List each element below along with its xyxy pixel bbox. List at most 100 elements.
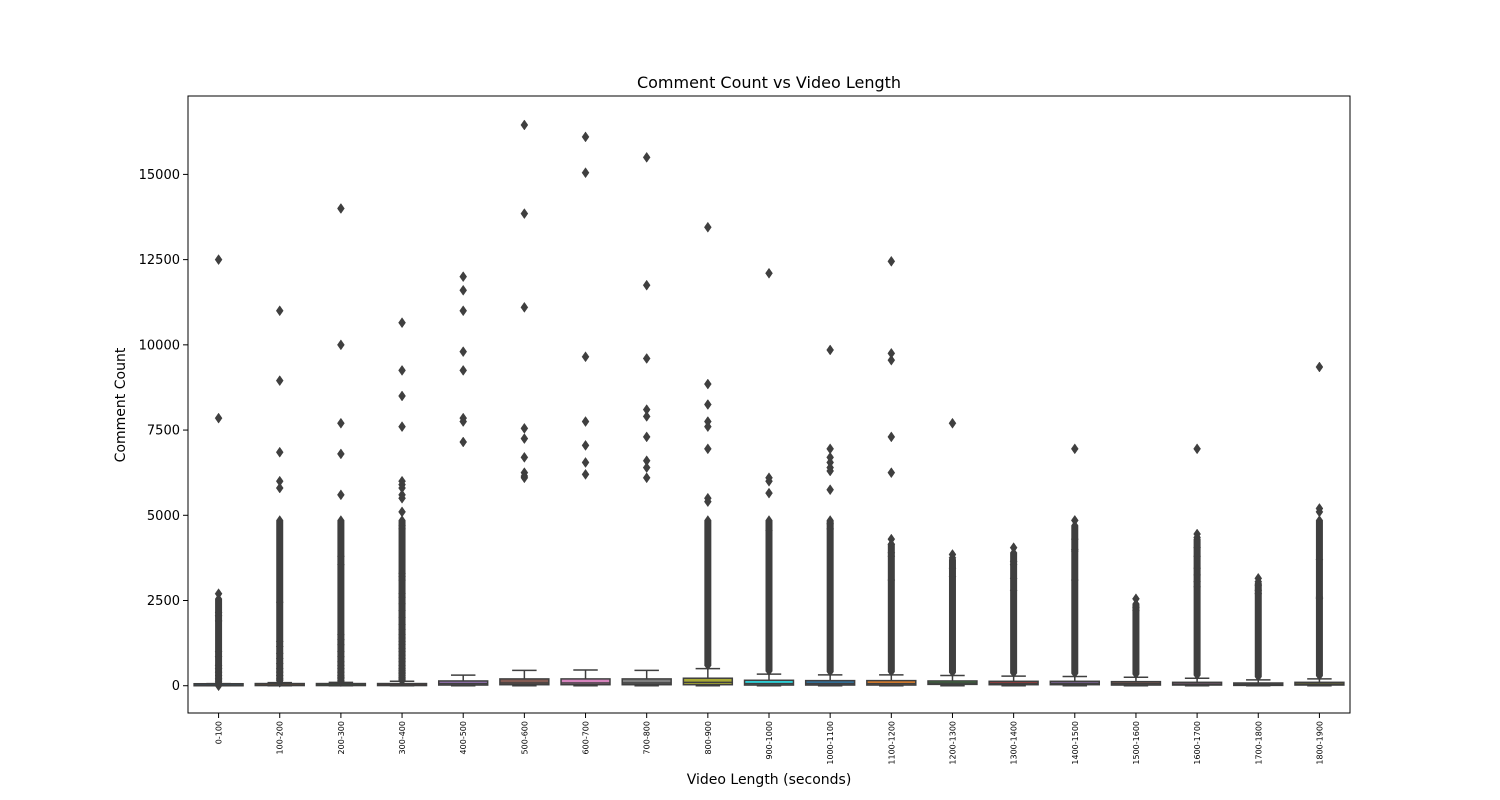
outlier-marker bbox=[337, 339, 345, 351]
box-iqr bbox=[682, 677, 734, 686]
outlier-marker bbox=[1070, 443, 1079, 455]
outlier-marker bbox=[459, 416, 468, 427]
outlier-marker bbox=[214, 412, 223, 424]
outlier-marker bbox=[642, 279, 651, 291]
x-tick-label: 0-100 bbox=[215, 721, 224, 744]
outlier-marker bbox=[765, 267, 773, 279]
outlier-marker bbox=[826, 484, 834, 496]
outlier-band bbox=[215, 593, 223, 686]
box-iqr bbox=[866, 679, 917, 686]
box-iqr bbox=[804, 679, 856, 686]
outlier-marker bbox=[887, 354, 896, 366]
outlier-marker bbox=[398, 317, 406, 329]
outlier-marker bbox=[581, 416, 590, 427]
plot-frame bbox=[187, 95, 1351, 714]
box-iqr bbox=[743, 679, 795, 686]
outlier-marker bbox=[581, 457, 590, 468]
x-tick-label: 100-200 bbox=[276, 721, 285, 754]
x-tick-label: 1700-1800 bbox=[1254, 721, 1263, 765]
outlier-band bbox=[1010, 547, 1018, 679]
outlier-marker bbox=[398, 492, 406, 504]
box-iqr bbox=[560, 678, 611, 686]
chart-title: Comment Count vs Video Length bbox=[637, 73, 901, 92]
outlier-marker bbox=[642, 431, 651, 443]
outlier-marker bbox=[948, 417, 957, 429]
outlier-band bbox=[1193, 534, 1201, 681]
y-tick-label: 0 bbox=[172, 679, 180, 694]
outlier-marker bbox=[459, 284, 468, 296]
x-tick-label: 1300-1400 bbox=[1010, 721, 1019, 765]
outlier-marker bbox=[275, 482, 284, 494]
outlier-marker bbox=[520, 472, 529, 484]
outlier-marker bbox=[398, 364, 406, 376]
outlier-band bbox=[1315, 515, 1323, 681]
outlier-band bbox=[948, 554, 956, 678]
outlier-marker bbox=[704, 443, 712, 455]
outlier-marker bbox=[704, 221, 712, 233]
outlier-marker bbox=[887, 467, 896, 479]
outlier-marker bbox=[642, 472, 651, 484]
y-tick-label: 7500 bbox=[147, 424, 180, 439]
outlier-band bbox=[765, 515, 773, 677]
outlier-marker bbox=[704, 399, 712, 410]
outlier-marker bbox=[520, 301, 529, 313]
x-tick-label: 400-500 bbox=[459, 721, 468, 754]
outlier-marker bbox=[520, 433, 529, 445]
outlier-marker bbox=[704, 378, 712, 390]
outlier-marker bbox=[704, 421, 712, 433]
x-tick-label: 900-1000 bbox=[765, 721, 774, 760]
outlier-marker bbox=[704, 496, 712, 508]
outlier-band bbox=[1132, 598, 1140, 680]
outlier-marker bbox=[214, 680, 223, 692]
outlier-marker bbox=[459, 436, 468, 448]
y-axis-label: Comment Count bbox=[113, 347, 129, 462]
x-tick-label: 600-700 bbox=[582, 721, 591, 754]
outlier-marker bbox=[337, 203, 345, 214]
x-tick-label: 1200-1300 bbox=[948, 721, 957, 765]
outlier-marker bbox=[581, 439, 590, 451]
box-iqr bbox=[621, 678, 672, 686]
x-tick-label: 1000-1100 bbox=[826, 721, 835, 765]
outlier-marker bbox=[520, 208, 529, 220]
y-tick-label: 5000 bbox=[147, 509, 180, 524]
outlier-marker bbox=[459, 364, 468, 376]
outlier-band bbox=[704, 515, 712, 671]
outlier-band bbox=[1254, 578, 1262, 682]
x-tick-label: 800-900 bbox=[704, 721, 713, 754]
outlier-marker bbox=[214, 254, 223, 266]
outlier-band bbox=[276, 515, 284, 685]
y-tick-label: 15000 bbox=[139, 168, 180, 183]
outlier-marker bbox=[459, 346, 468, 358]
outlier-marker bbox=[642, 151, 651, 163]
outlier-band bbox=[826, 515, 834, 677]
outlier-marker bbox=[398, 390, 406, 402]
outlier-marker bbox=[581, 167, 590, 179]
outlier-band bbox=[887, 539, 895, 677]
outlier-marker bbox=[765, 475, 773, 487]
outlier-marker bbox=[887, 431, 896, 443]
y-tick-label: 2500 bbox=[147, 594, 180, 609]
x-tick-label: 1600-1700 bbox=[1193, 721, 1202, 765]
x-axis-label: Video Length (seconds) bbox=[687, 772, 852, 788]
y-tick-label: 12500 bbox=[139, 253, 180, 268]
outlier-marker bbox=[581, 468, 590, 480]
outlier-marker bbox=[337, 417, 345, 429]
outlier-marker bbox=[642, 410, 651, 422]
outlier-band bbox=[1071, 520, 1079, 679]
outlier-marker bbox=[337, 489, 345, 501]
x-tick-label: 1400-1500 bbox=[1071, 721, 1080, 765]
outlier-marker bbox=[642, 353, 651, 364]
x-tick-label: 1500-1600 bbox=[1132, 721, 1141, 765]
outlier-marker bbox=[1315, 361, 1324, 373]
outlier-marker bbox=[337, 448, 345, 460]
outlier-marker bbox=[459, 271, 468, 283]
outlier-marker bbox=[520, 451, 529, 463]
outlier-marker bbox=[459, 305, 468, 317]
x-tick-label: 300-400 bbox=[398, 721, 407, 754]
x-tick-label: 200-300 bbox=[337, 721, 346, 754]
outlier-marker bbox=[887, 255, 896, 267]
outlier-band bbox=[398, 515, 406, 684]
x-tick-label: 700-800 bbox=[643, 721, 652, 754]
outlier-marker bbox=[826, 465, 834, 477]
